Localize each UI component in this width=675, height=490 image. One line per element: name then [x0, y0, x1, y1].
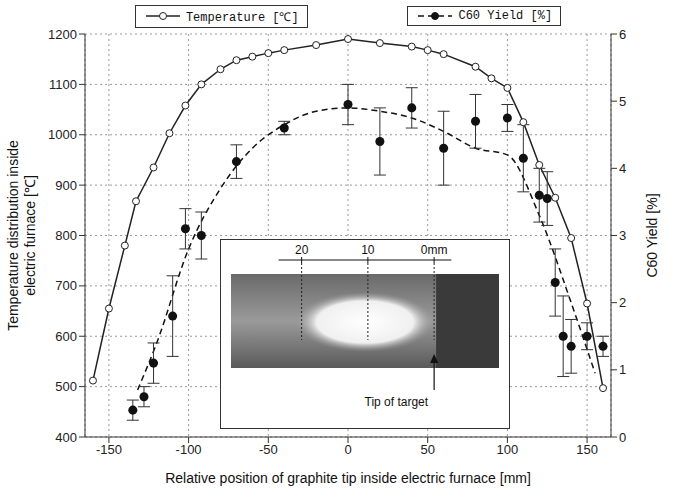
svg-text:6: 6 — [619, 28, 626, 42]
svg-text:Relative position of graphite: Relative position of graphite tip inside… — [165, 470, 531, 486]
svg-text:700: 700 — [55, 278, 77, 293]
html-text:Temperature [℃]: Temperature [℃] — [185, 10, 299, 25]
svg-text:C60 Yield [%]: C60 Yield [%] — [644, 193, 660, 277]
svg-text:1000: 1000 — [48, 127, 77, 142]
svg-text:1: 1 — [619, 362, 626, 377]
svg-text:10: 10 — [361, 243, 375, 257]
svg-text:1200: 1200 — [48, 28, 77, 42]
svg-text:20: 20 — [295, 243, 309, 257]
svg-text:5: 5 — [619, 94, 626, 109]
svg-text:900: 900 — [55, 178, 77, 193]
svg-text:-50: -50 — [259, 442, 278, 457]
svg-text:100: 100 — [497, 442, 519, 457]
svg-text:1100: 1100 — [49, 77, 77, 92]
svg-text:0: 0 — [344, 442, 351, 457]
svg-text:4: 4 — [619, 161, 626, 176]
svg-text:150: 150 — [576, 442, 598, 457]
svg-text:400: 400 — [55, 430, 77, 445]
svg-text:2: 2 — [619, 295, 626, 310]
svg-text:600: 600 — [55, 329, 77, 344]
html-text:C60 Yield [%]: C60 Yield [%] — [458, 9, 553, 23]
svg-text:0: 0 — [619, 430, 626, 445]
svg-text:50: 50 — [420, 442, 434, 457]
svg-text:-150: -150 — [96, 442, 122, 457]
svg-text:0mm: 0mm — [421, 243, 448, 257]
svg-text:3: 3 — [619, 228, 626, 243]
svg-text:-100: -100 — [176, 442, 202, 457]
svg-text:800: 800 — [55, 228, 77, 243]
svg-text:Temperature distribution insid: Temperature distribution insideelectric … — [5, 140, 38, 331]
svg-text:500: 500 — [55, 379, 77, 394]
svg-text:Tip of target: Tip of target — [365, 395, 429, 409]
